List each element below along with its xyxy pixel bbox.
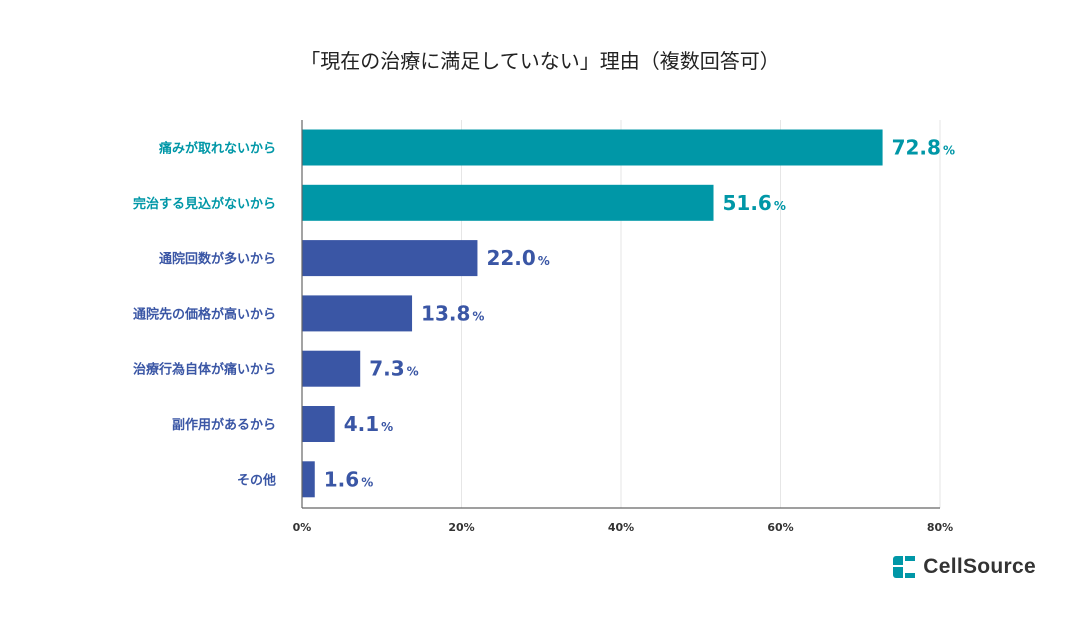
category-labels: 痛みが取れないから完治する見込がないから通院回数が多いから通院先の価格が高いから… — [133, 141, 276, 489]
category-label: 治療行為自体が痛いから — [133, 362, 276, 378]
category-label: 完治する見込がないから — [133, 196, 276, 212]
bars — [302, 129, 883, 498]
x-axis-ticks: 0% 20% 40% 60% 80% — [293, 521, 954, 534]
brand-logo: CellSource — [893, 555, 1036, 579]
grid-lines — [461, 120, 941, 508]
value-labels: 72.8 % 51.6 % 22.0 % 13.8 % 7.3 % 4.1 % 1.6% — [324, 136, 955, 492]
x-tick-label: 60% — [767, 521, 793, 534]
category-label: 痛みが取れないから — [158, 141, 276, 157]
value-label: 72.8% — [892, 136, 955, 160]
bar — [302, 350, 361, 387]
value-label: 51.6% — [723, 191, 786, 215]
x-tick-label: 80% — [927, 521, 953, 534]
brand-name: CellSource — [923, 555, 1036, 578]
value-label: 7.3% — [369, 357, 418, 381]
value-label: 22.0% — [486, 246, 549, 270]
bar — [302, 240, 478, 277]
cellsource-logo-icon — [893, 556, 916, 578]
x-tick-label: 20% — [448, 521, 474, 534]
category-label: 副作用があるから — [172, 417, 276, 433]
bar — [302, 461, 315, 498]
bar — [302, 295, 413, 332]
category-label: 通院先の価格が高いから — [133, 306, 276, 322]
category-label: その他 — [237, 472, 276, 488]
value-label: 13.8% — [421, 301, 484, 325]
bar — [302, 406, 335, 442]
bar — [302, 184, 714, 221]
value-label: 4.1% — [344, 412, 393, 436]
bar — [302, 129, 883, 166]
x-tick-label: 0% — [293, 521, 312, 534]
x-tick-label: 40% — [608, 521, 634, 534]
chart-title: 「現在の治療に満足していない」理由（複数回答可） — [300, 49, 779, 73]
category-label: 通院回数が多いから — [159, 251, 276, 267]
value-label: 1.6% — [324, 467, 373, 491]
